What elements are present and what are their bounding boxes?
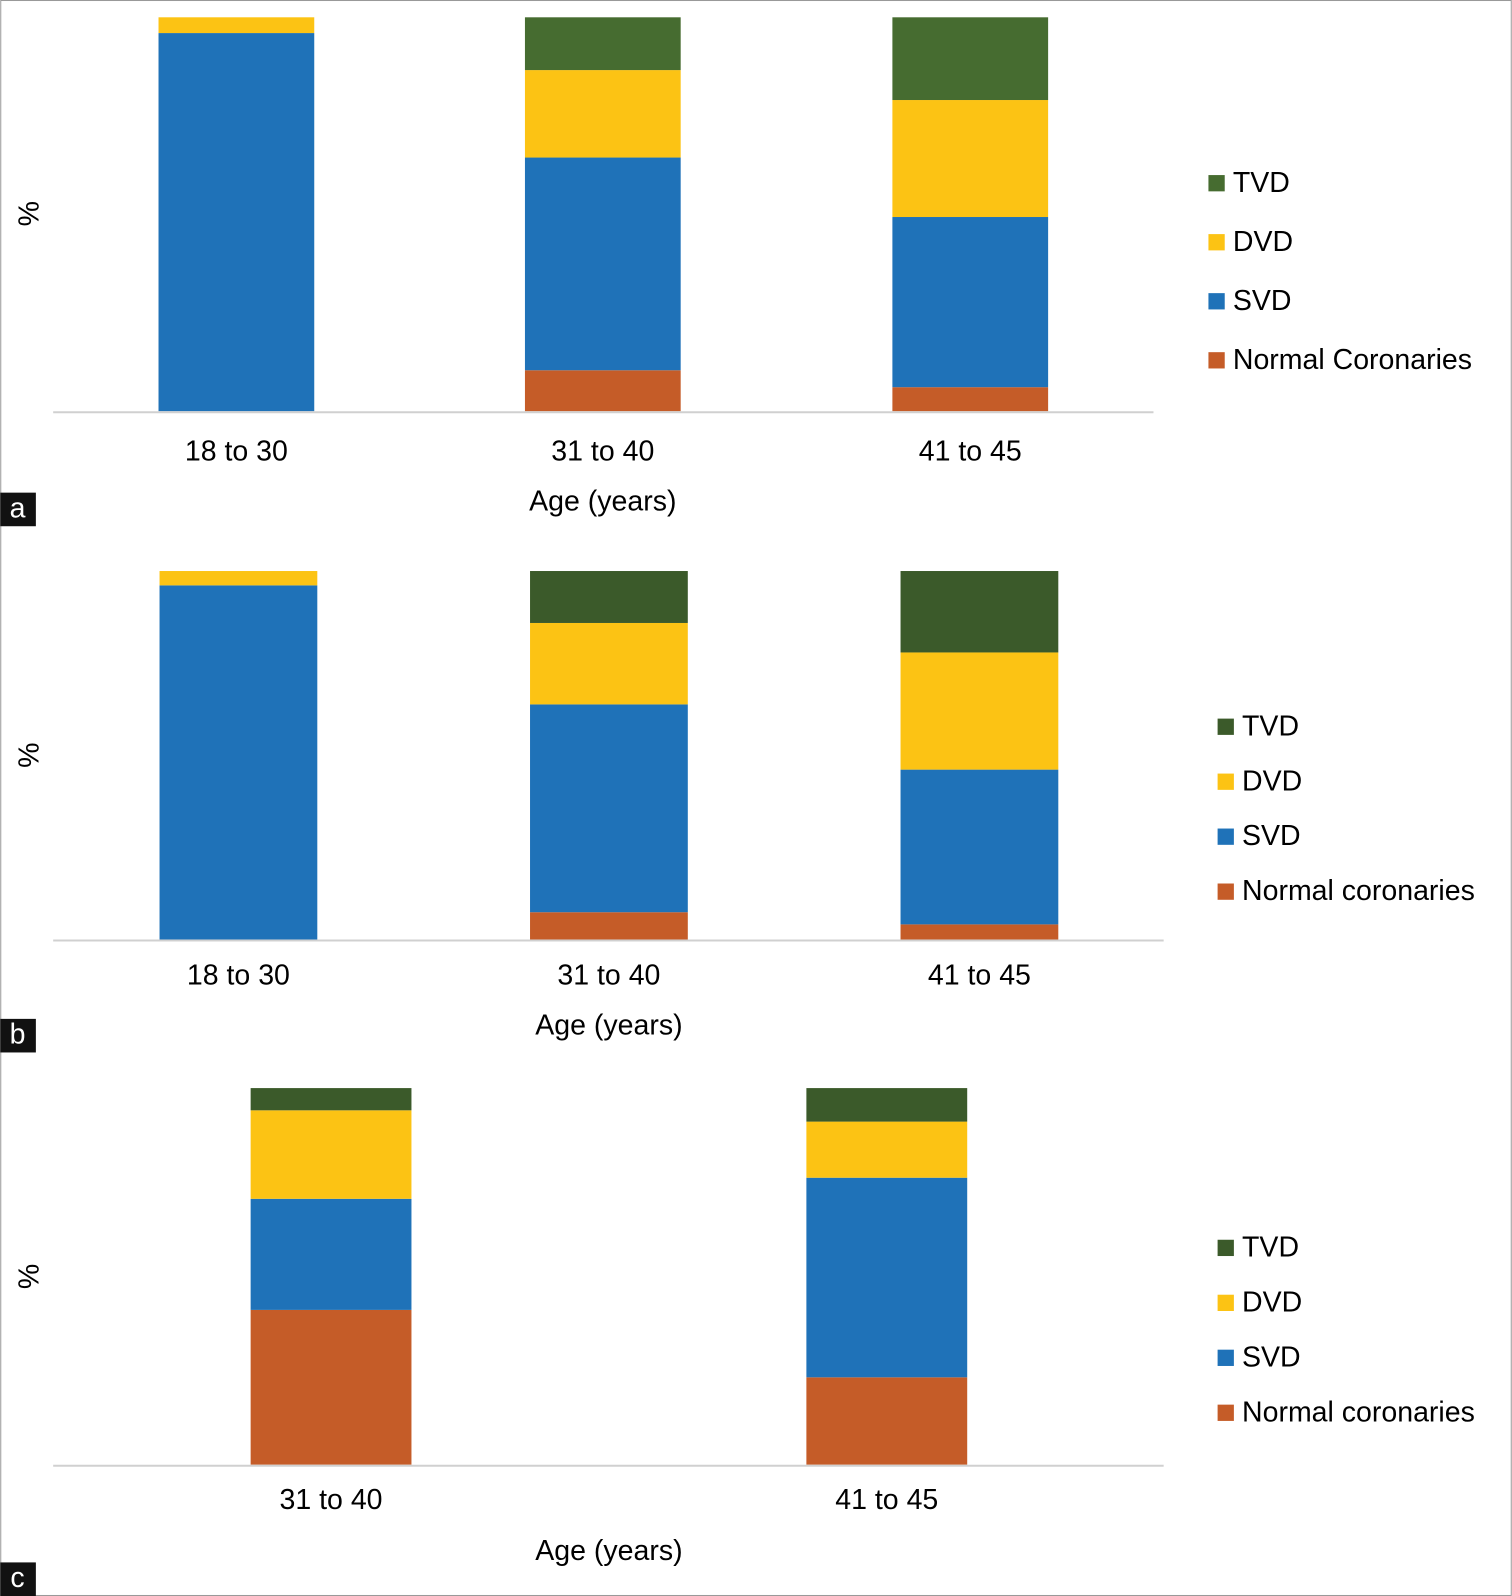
legend-swatch (1208, 352, 1225, 369)
bar-segment (524, 157, 681, 371)
bar-segment (158, 33, 315, 412)
y-axis-title: % (13, 1264, 45, 1289)
legend-label: SVD (1242, 1341, 1301, 1373)
x-tick-label: 41 to 45 (835, 1484, 938, 1516)
bar-segment (530, 704, 688, 913)
panel-label-box (0, 492, 36, 527)
x-axis-title: Age (years) (535, 1010, 682, 1042)
legend-swatch (1208, 234, 1225, 251)
x-tick-label: 31 to 40 (551, 435, 654, 467)
bar-segment (806, 1377, 968, 1465)
legend-label: TVD (1242, 710, 1299, 742)
bar-segment (900, 769, 1059, 925)
x-tick-label: 18 to 30 (185, 435, 288, 467)
bar-segment (530, 912, 688, 940)
x-tick-label: 41 to 45 (919, 435, 1022, 467)
legend-swatch (1217, 828, 1234, 845)
x-tick-label: 41 to 45 (928, 960, 1031, 992)
bar-segment (530, 622, 688, 705)
bar-segment (250, 1110, 412, 1199)
bar-segment (159, 571, 318, 586)
x-tick-label: 18 to 30 (187, 960, 290, 992)
legend-label: Normal coronaries (1242, 1396, 1475, 1428)
panel-label: a (10, 492, 26, 524)
y-axis-title: % (13, 743, 45, 768)
legend-label: DVD (1233, 226, 1293, 258)
bar-segment (900, 652, 1059, 770)
legend-label: Normal coronaries (1242, 875, 1475, 907)
panel-label: c (10, 1562, 24, 1594)
bar-segment (524, 17, 681, 71)
bar-segment (158, 17, 315, 34)
bar-segment (892, 387, 1049, 412)
legend-swatch (1217, 883, 1234, 900)
bar-segment (900, 924, 1059, 940)
panel-label-box (0, 1562, 36, 1596)
bar-segment (530, 571, 688, 623)
bar-segment (892, 217, 1049, 388)
legend-swatch (1208, 293, 1225, 310)
y-axis-title: % (13, 201, 45, 226)
bar-segment (892, 17, 1049, 101)
x-tick-label: 31 to 40 (280, 1484, 383, 1516)
x-axis-title: Age (years) (529, 485, 676, 517)
legend-swatch (1217, 1294, 1234, 1311)
panel-label: b (10, 1019, 26, 1051)
legend-label: DVD (1242, 1286, 1302, 1318)
panel-label-box (0, 1018, 36, 1053)
bar-segment (524, 70, 681, 158)
legend-swatch (1217, 1404, 1234, 1421)
legend-label: DVD (1242, 765, 1302, 797)
legend-label: Normal Coronaries (1233, 344, 1472, 376)
bar-segment (250, 1088, 412, 1111)
bar-segment (806, 1088, 968, 1122)
bar-segment (250, 1309, 412, 1465)
bar-segment (892, 100, 1049, 218)
legend-label: TVD (1242, 1231, 1299, 1263)
bar-segment (250, 1198, 412, 1310)
legend-swatch (1217, 1349, 1234, 1366)
legend-label: SVD (1242, 820, 1301, 852)
legend-swatch (1217, 1239, 1234, 1257)
x-tick-label: 31 to 40 (557, 960, 660, 992)
bar-segment (524, 370, 681, 412)
x-axis-title: Age (years) (535, 1535, 682, 1567)
legend-label: TVD (1233, 167, 1290, 199)
bar-segment (806, 1177, 968, 1378)
legend-swatch (1217, 718, 1234, 735)
bar-segment (900, 571, 1059, 653)
legend-swatch (1217, 773, 1234, 790)
bar-segment (806, 1121, 968, 1178)
bar-segment (159, 585, 318, 940)
legend-label: SVD (1233, 285, 1292, 317)
legend-swatch (1208, 175, 1225, 192)
